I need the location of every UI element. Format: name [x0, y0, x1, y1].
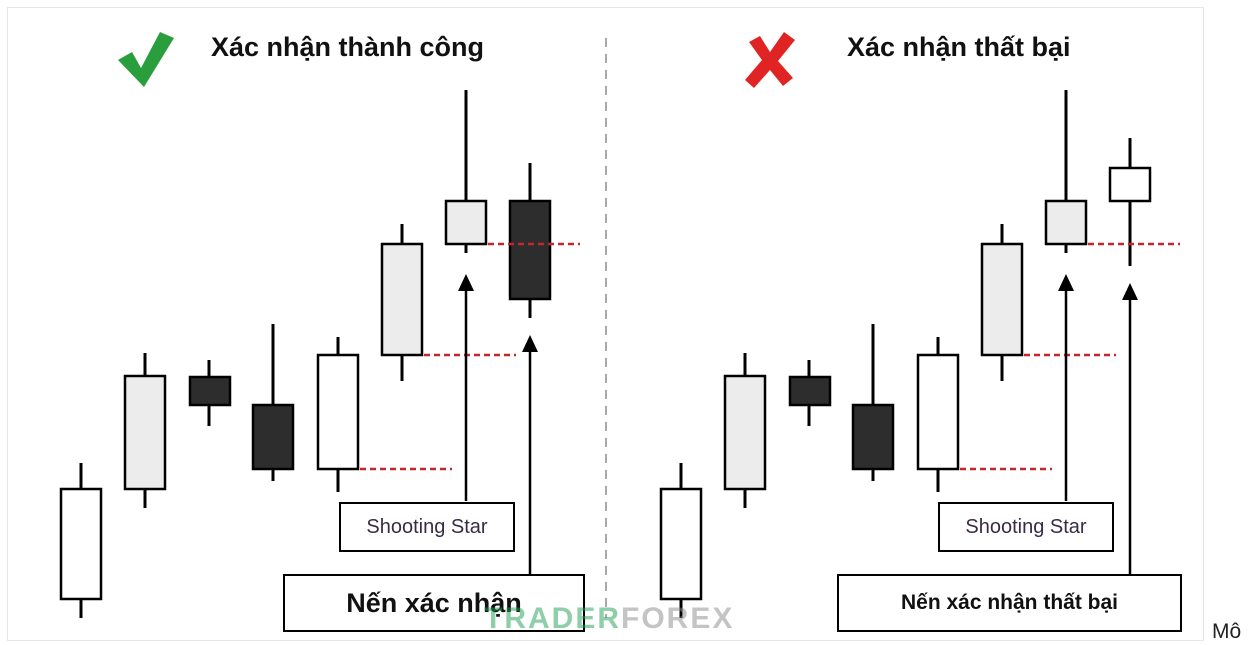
- right-candle-4: [851, 324, 895, 481]
- left-candle-3: [188, 360, 232, 426]
- right-candle-2: [723, 353, 767, 508]
- left-candle-confirm: [508, 163, 552, 318]
- right-panel: [659, 32, 1180, 618]
- right-arrow-confirm: [1122, 283, 1138, 574]
- right-candle-6: [980, 224, 1024, 381]
- cross-icon: [745, 32, 795, 88]
- left-confirm-label: Nến xác nhận: [283, 574, 585, 632]
- right-confirm-label: Nến xác nhận thất bại: [837, 574, 1182, 632]
- candlestick-diagram: [59, 32, 1180, 618]
- right-candle-5: [916, 337, 960, 492]
- right-candle-3: [788, 360, 832, 426]
- trailing-caption-text: Mô: [1212, 620, 1242, 643]
- left-panel-title: Xác nhận thành công: [211, 32, 485, 62]
- right-panel-title: Xác nhận thất bại: [847, 32, 1071, 62]
- left-candle-5: [316, 337, 360, 492]
- right-arrow-shooting-star: [1058, 274, 1074, 501]
- right-shooting-star-label: Shooting Star: [938, 502, 1114, 552]
- left-candle-shooting-star: [444, 90, 488, 253]
- watermark-part2: FOREX: [621, 602, 735, 635]
- check-icon: [118, 32, 174, 87]
- left-panel: [59, 32, 580, 618]
- left-candle-6: [380, 224, 424, 381]
- left-candle-1: [59, 463, 103, 618]
- right-candle-shooting-star: [1044, 90, 1088, 253]
- left-arrow-shooting-star: [458, 274, 474, 501]
- right-candle-1: [659, 463, 703, 618]
- left-candle-2: [123, 353, 167, 508]
- right-candle-failed-confirm: [1108, 138, 1152, 266]
- watermark-part1: TRADER: [484, 602, 621, 635]
- watermark-logo: TRADERFOREX: [484, 602, 734, 636]
- left-shooting-star-label: Shooting Star: [339, 502, 515, 552]
- diagram-frame: Xác nhận thành công Xác nhận thất bại Sh…: [8, 8, 1203, 640]
- left-candle-4: [251, 324, 295, 481]
- left-arrow-confirm: [522, 335, 538, 574]
